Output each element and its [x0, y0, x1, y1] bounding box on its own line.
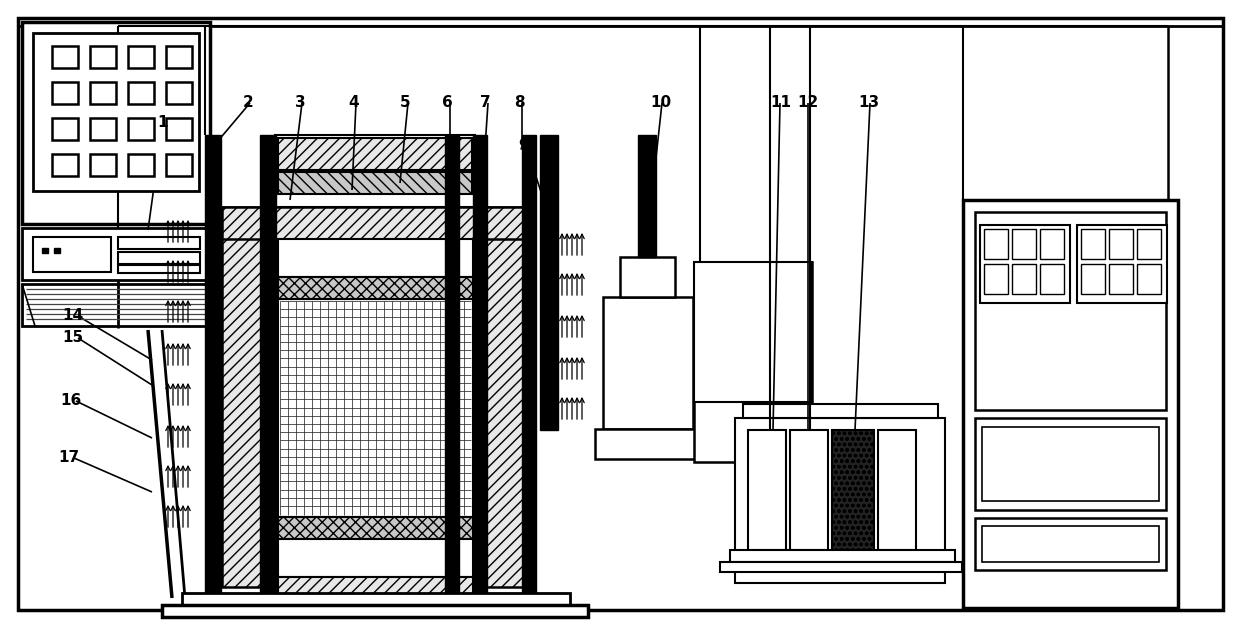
Bar — [1012, 229, 1035, 259]
Bar — [1137, 229, 1161, 259]
Bar — [278, 539, 472, 577]
Bar — [91, 46, 117, 68]
Text: 6: 6 — [441, 95, 453, 110]
Bar — [694, 262, 812, 402]
Text: 16: 16 — [60, 393, 82, 408]
Text: 15: 15 — [62, 330, 83, 345]
Bar — [166, 118, 192, 140]
Bar — [33, 33, 198, 191]
Bar — [985, 229, 1008, 259]
Bar — [639, 135, 656, 257]
Bar — [1040, 229, 1064, 259]
Bar — [22, 284, 210, 326]
Bar — [472, 135, 487, 593]
Bar — [975, 518, 1166, 570]
Bar — [222, 207, 275, 587]
Bar — [1012, 264, 1035, 294]
Text: 12: 12 — [797, 95, 818, 110]
Bar — [878, 430, 916, 550]
Bar — [91, 154, 117, 176]
Bar — [1081, 229, 1105, 259]
Bar — [620, 257, 675, 297]
Text: 1: 1 — [157, 115, 167, 130]
Bar — [982, 427, 1159, 501]
Text: 11: 11 — [770, 95, 791, 110]
Bar — [539, 135, 558, 430]
Bar — [52, 154, 78, 176]
Bar — [128, 118, 154, 140]
Bar — [22, 228, 210, 280]
Bar — [1081, 264, 1105, 294]
Bar — [1109, 264, 1133, 294]
Text: 14: 14 — [62, 308, 83, 323]
Bar — [278, 138, 472, 170]
Bar — [275, 135, 475, 207]
Bar — [522, 135, 536, 593]
Bar — [743, 404, 937, 418]
Bar — [33, 237, 112, 272]
Text: 8: 8 — [515, 95, 525, 110]
Bar — [118, 252, 200, 264]
Bar — [980, 225, 1070, 303]
Bar — [128, 154, 154, 176]
Text: 3: 3 — [295, 95, 305, 110]
Bar — [42, 248, 48, 253]
Bar — [445, 135, 459, 593]
Bar — [982, 526, 1159, 562]
Bar — [55, 248, 60, 253]
Bar — [91, 82, 117, 104]
Bar — [832, 430, 874, 550]
Bar — [128, 82, 154, 104]
Bar — [52, 82, 78, 104]
Bar — [52, 118, 78, 140]
Text: 2: 2 — [243, 95, 254, 110]
Bar — [52, 46, 78, 68]
Text: 4: 4 — [348, 95, 358, 110]
Text: 9: 9 — [518, 138, 528, 153]
Bar — [963, 200, 1178, 608]
Bar — [975, 212, 1166, 410]
Bar — [1137, 264, 1161, 294]
Bar — [22, 22, 210, 224]
Bar — [91, 118, 117, 140]
Bar — [720, 562, 962, 572]
Bar — [205, 135, 221, 593]
Bar — [1109, 229, 1133, 259]
Text: 13: 13 — [858, 95, 879, 110]
Bar — [118, 237, 200, 249]
Bar — [278, 517, 472, 539]
Bar — [985, 264, 1008, 294]
Bar — [730, 550, 955, 562]
Bar — [595, 429, 699, 459]
Bar — [166, 82, 192, 104]
Bar — [603, 297, 693, 429]
Bar — [128, 46, 154, 68]
Bar — [222, 207, 529, 239]
Bar — [166, 46, 192, 68]
Bar — [975, 418, 1166, 510]
Bar — [118, 265, 200, 273]
Bar — [182, 593, 570, 607]
Bar — [278, 277, 472, 299]
Bar — [1078, 225, 1167, 303]
Bar — [748, 430, 786, 550]
Bar — [166, 154, 192, 176]
Text: 10: 10 — [650, 95, 671, 110]
Bar — [162, 605, 588, 617]
Bar — [278, 577, 472, 599]
Bar — [790, 430, 828, 550]
Text: 7: 7 — [480, 95, 491, 110]
Bar — [260, 135, 277, 593]
Bar — [1040, 264, 1064, 294]
Bar — [735, 418, 945, 583]
Text: 5: 5 — [401, 95, 410, 110]
Text: 17: 17 — [58, 450, 79, 465]
Bar — [278, 172, 472, 194]
Bar — [278, 239, 472, 277]
Bar — [278, 299, 472, 517]
Bar — [694, 262, 812, 462]
Bar — [476, 207, 529, 587]
